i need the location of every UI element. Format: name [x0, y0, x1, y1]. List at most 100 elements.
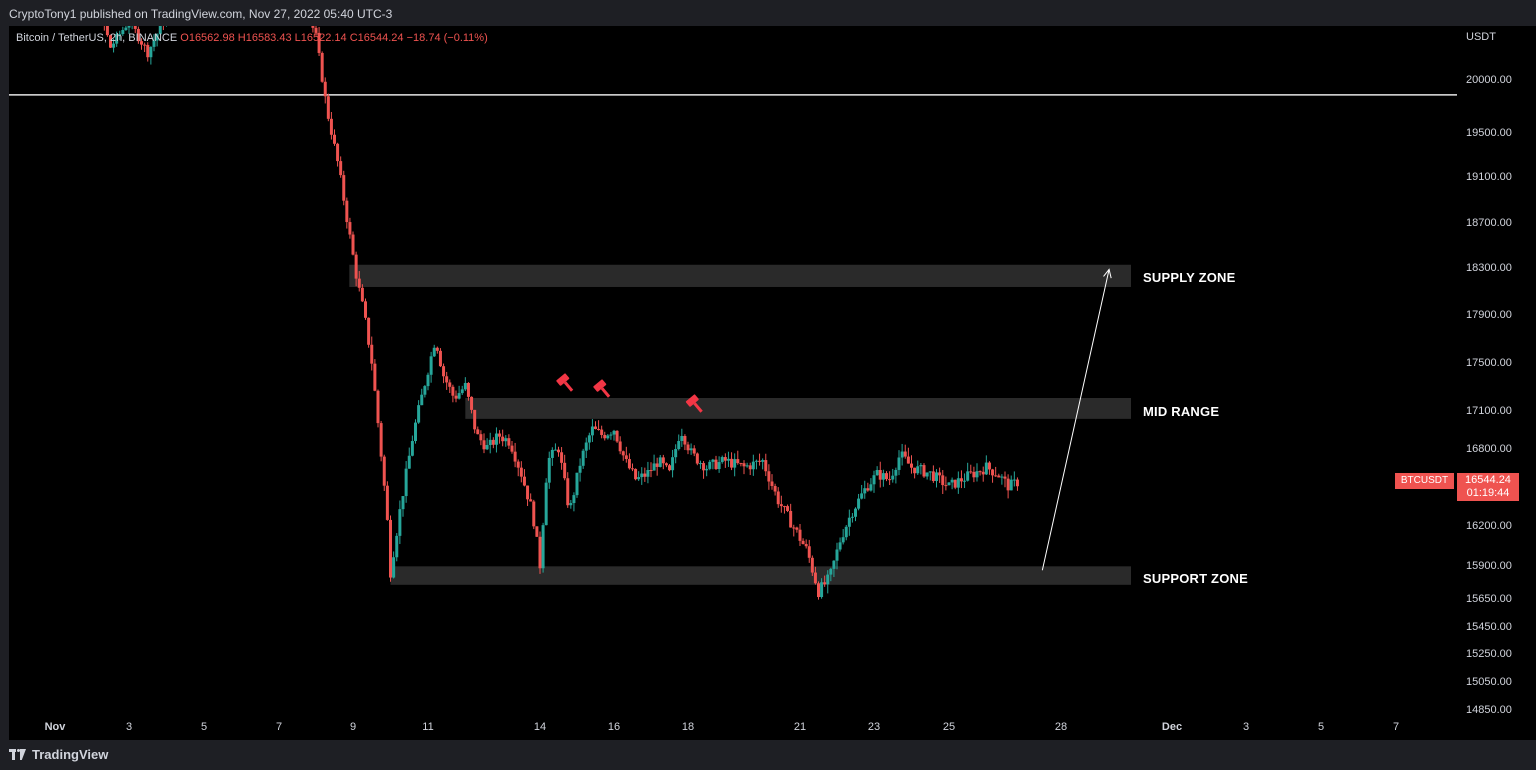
price-tick-label: 17900.00	[1466, 309, 1512, 321]
candle-body-22	[121, 30, 125, 34]
candle-body-169	[578, 465, 582, 473]
plot-background	[9, 26, 1459, 714]
hammer-marker-icon	[556, 373, 574, 392]
candle-body-200	[674, 449, 678, 458]
candle-body-268	[885, 473, 888, 480]
footer-bar	[0, 740, 1536, 770]
time-axis-background	[9, 714, 1536, 740]
candle-body-84	[314, 27, 318, 33]
candle-body-227	[758, 460, 762, 462]
candle-body-220	[736, 459, 740, 464]
candle-body-92	[339, 161, 343, 176]
candle-body-217	[726, 458, 730, 461]
candle-body-166	[569, 503, 573, 506]
candle-body-191	[646, 470, 650, 477]
candle-body-102	[370, 344, 374, 364]
bar-countdown: 01:19:44	[1466, 487, 1510, 499]
candle-body-87	[323, 81, 327, 97]
candle-body-275	[906, 456, 910, 464]
candle-body-254	[841, 537, 845, 543]
candle-body-235	[782, 506, 786, 508]
candle-body-245	[813, 572, 817, 584]
candle-body-101	[367, 317, 371, 345]
candle-body-130	[457, 393, 461, 399]
candle-body-302	[991, 469, 995, 476]
candle-body-142	[494, 433, 498, 445]
candle-body-290	[953, 479, 957, 488]
candle-body-31	[149, 46, 153, 58]
tradingview-logo-icon	[9, 749, 27, 760]
price-axis-background	[1459, 26, 1536, 714]
candle-body-250	[829, 568, 833, 575]
candle-body-118	[420, 394, 424, 406]
tradingview-logo[interactable]: TradingView	[9, 747, 108, 762]
candle-body-147	[510, 445, 514, 452]
candle-body-189	[640, 473, 644, 478]
candle-body-172	[587, 435, 591, 443]
candle-body-232	[773, 486, 777, 492]
projection-arrow-line	[1041, 269, 1110, 571]
candle-body-100	[364, 301, 367, 318]
supply-zone-label: SUPPLY ZONE	[1143, 270, 1236, 285]
candle-body-143	[498, 433, 502, 437]
price-tick-label: 15250.00	[1466, 648, 1512, 660]
candle-body-214	[717, 462, 721, 470]
candle-body-29	[143, 44, 147, 46]
candle-body-225	[751, 461, 755, 470]
candle-body-30	[146, 44, 150, 58]
candle-body-203	[683, 435, 687, 445]
overlay-layer	[556, 268, 1112, 571]
candle-body-239	[795, 527, 799, 530]
candle-body-157	[541, 525, 545, 569]
candle-body-287	[944, 485, 948, 487]
candle-body-296	[972, 471, 976, 478]
candle-body-127	[448, 382, 452, 387]
candle-body-297	[975, 471, 979, 478]
candle-body-244	[810, 557, 814, 573]
candle-body-193	[652, 463, 656, 471]
candle-body-164	[563, 462, 567, 479]
candle-body-151	[522, 476, 526, 486]
legend-low: L16522.14	[294, 32, 347, 44]
candle-body-28	[140, 41, 143, 45]
candle-body-129	[454, 395, 458, 399]
candle-body-265	[875, 470, 879, 476]
candle-body-117	[417, 405, 421, 423]
candle-body-253	[838, 542, 842, 550]
candle-body-223	[745, 465, 749, 467]
candle-body-34	[158, 26, 162, 35]
candle-body-276	[910, 463, 913, 468]
candle-body-125	[442, 366, 446, 377]
candle-body-171	[584, 442, 588, 451]
candle-body-262	[866, 488, 870, 491]
candle-body-149	[516, 461, 520, 468]
zones-layer	[9, 94, 1457, 585]
price-tick-label: 18300.00	[1466, 262, 1512, 274]
candle-body-95	[348, 222, 352, 235]
candle-body-128	[451, 386, 455, 396]
candle-body-185	[627, 459, 631, 469]
candle-body-242	[804, 544, 808, 547]
candle-body-155	[535, 526, 539, 537]
candle-body-174	[594, 426, 597, 429]
zone-band-0	[349, 264, 1131, 287]
publisher-bar: CryptoTony1 published on TradingView.com…	[0, 0, 1536, 26]
zone-band-2	[390, 566, 1131, 585]
candle-body-135	[473, 409, 477, 430]
candle-body-145	[504, 438, 508, 442]
candle-body-222	[742, 463, 746, 467]
candle-body-249	[826, 574, 830, 585]
candle-body-294	[966, 471, 970, 481]
candle-body-90	[333, 134, 336, 144]
candle-body-219	[733, 459, 737, 468]
candle-body-21	[118, 33, 122, 35]
candle-body-213	[714, 459, 718, 470]
candle-body-208	[698, 463, 702, 465]
candle-body-99	[360, 287, 364, 302]
price-chart[interactable]: 20000.00 19500.00 19100.00 18700.00 18300.00…	[0, 26, 1536, 740]
candle-body-207	[695, 453, 699, 464]
candle-body-267	[881, 473, 885, 480]
time-tick-label: 23	[868, 721, 880, 733]
candle-body-231	[770, 481, 774, 487]
candle-body-110	[395, 535, 399, 558]
